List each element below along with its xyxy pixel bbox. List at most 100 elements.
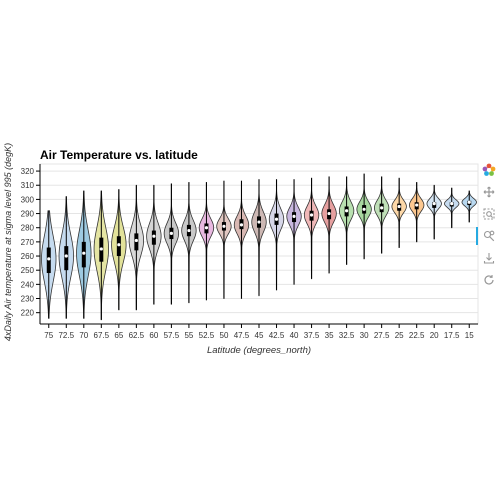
- box-zoom-icon[interactable]: [481, 206, 497, 222]
- violins: [41, 173, 477, 321]
- violin-67.5: [93, 190, 109, 321]
- x-tick-label: 40: [290, 331, 299, 340]
- y-axis-label: 4xDaily Air temperature at sigma level 9…: [3, 143, 13, 341]
- active-tool-indicator: [476, 227, 478, 245]
- median-point: [362, 207, 366, 211]
- x-tick-label: 72.5: [58, 331, 74, 340]
- median-point: [467, 200, 471, 204]
- x-tick-label: 15: [465, 331, 474, 340]
- violin-25: [391, 177, 407, 248]
- median-point: [345, 209, 349, 213]
- violin-55: [181, 182, 197, 304]
- y-tick-label: 230: [21, 295, 35, 304]
- violin-65: [111, 189, 127, 311]
- median-point: [134, 238, 138, 243]
- y-tick-label: 290: [21, 210, 35, 219]
- reset-icon[interactable]: [481, 272, 497, 288]
- violin-57.5: [163, 183, 180, 305]
- median-point: [152, 234, 156, 238]
- x-tick-label: 67.5: [94, 331, 110, 340]
- x-tick-label: 30: [360, 331, 369, 340]
- y-tick-label: 250: [21, 266, 35, 275]
- violin-17.5: [444, 187, 460, 229]
- violin-40: [286, 179, 302, 285]
- x-tick-label: 32.5: [339, 331, 355, 340]
- median-point: [309, 213, 314, 217]
- toolbar: [476, 160, 500, 285]
- x-axis-label: Latitude (degrees_north): [207, 345, 311, 356]
- median-point: [450, 202, 454, 206]
- median-point: [82, 251, 86, 255]
- median-point: [169, 231, 173, 235]
- x-tick-label: 37.5: [304, 331, 320, 340]
- y-tick-label: 310: [21, 181, 35, 190]
- median-point: [415, 203, 419, 207]
- y-tick-label: 300: [21, 195, 35, 204]
- violin-42.5: [268, 179, 285, 291]
- x-tick-label: 22.5: [409, 331, 425, 340]
- violin-32.5: [338, 176, 355, 265]
- iqr-box: [64, 246, 69, 271]
- y-tick-label: 270: [21, 238, 35, 247]
- bokeh-logo-icon[interactable]: [481, 162, 497, 178]
- x-tick-label: 42.5: [269, 331, 285, 340]
- median-point: [257, 220, 261, 224]
- median-point: [292, 214, 296, 218]
- x-tick-label: 62.5: [129, 331, 145, 340]
- x-tick-label: 17.5: [444, 331, 460, 340]
- x-tick-label: 75: [44, 331, 53, 340]
- violin-15: [461, 190, 477, 223]
- violin-72.5: [58, 196, 74, 319]
- violin-22.5: [409, 182, 425, 243]
- median-point: [47, 257, 51, 261]
- violin-45: [251, 179, 267, 297]
- violin-35: [321, 176, 337, 274]
- x-tick-label: 35: [325, 331, 334, 340]
- median-point: [99, 247, 103, 251]
- violin-70: [76, 190, 92, 319]
- median-point: [64, 254, 68, 258]
- x-tick-label: 57.5: [164, 331, 180, 340]
- violin-52.5: [198, 182, 215, 301]
- x-tick-label: 25: [395, 331, 404, 340]
- median-point: [222, 224, 226, 228]
- median-point: [204, 226, 209, 230]
- median-point: [380, 206, 384, 210]
- x-tick-label: 20: [430, 331, 439, 340]
- x-tick-label: 50: [220, 331, 229, 340]
- violin-50: [216, 180, 232, 299]
- y-axis: 220 230 240 250 260 270 280 290 300 310 320: [21, 164, 41, 324]
- x-tick-label: 52.5: [199, 331, 215, 340]
- violin-27.5: [373, 176, 390, 254]
- x-tick-label: 47.5: [234, 331, 250, 340]
- save-icon[interactable]: [481, 250, 497, 266]
- pan-icon[interactable]: [481, 184, 497, 200]
- median-point: [327, 211, 331, 216]
- median-point: [397, 204, 401, 209]
- violin-37.5: [303, 177, 320, 280]
- y-tick-label: 220: [21, 309, 35, 318]
- violin-20: [426, 184, 442, 240]
- median-point: [117, 243, 121, 247]
- median-point: [432, 202, 436, 206]
- violin-47.5: [233, 180, 250, 299]
- y-tick-label: 320: [21, 167, 35, 176]
- x-tick-label: 45: [255, 331, 264, 340]
- violin-30: [356, 173, 372, 260]
- violin-60: [146, 184, 162, 305]
- wheel-zoom-icon[interactable]: [481, 228, 497, 244]
- x-tick-label: 65: [114, 331, 123, 340]
- violin-62.5: [128, 184, 145, 311]
- x-tick-label: 70: [79, 331, 88, 340]
- x-tick-label: 27.5: [374, 331, 390, 340]
- chart-title: Air Temperature vs. latitude: [40, 148, 198, 162]
- x-axis: 75 72.5 70 67.5 65 62.5 60 57.5 55 52.5 50 47.5 45 42…: [40, 323, 478, 340]
- median-point: [239, 223, 244, 227]
- x-tick-label: 55: [184, 331, 193, 340]
- median-point: [274, 217, 279, 221]
- x-tick-label: 60: [149, 331, 158, 340]
- violin-75: [41, 210, 57, 319]
- median-point: [187, 228, 191, 233]
- y-tick-label: 280: [21, 224, 35, 233]
